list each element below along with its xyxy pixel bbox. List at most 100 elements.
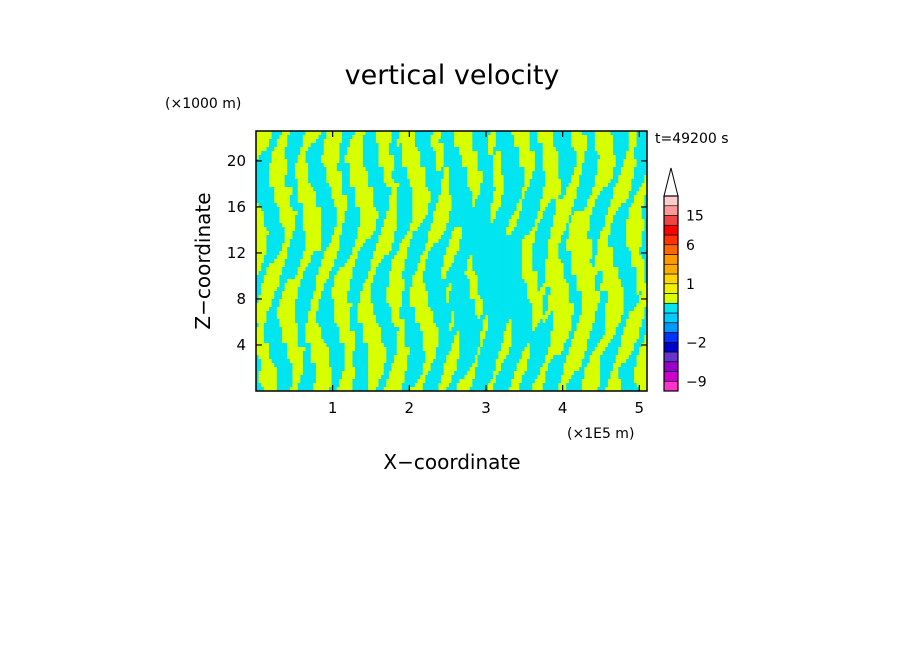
field-cell — [289, 339, 293, 344]
field-cell — [365, 275, 369, 280]
field-cell — [383, 295, 387, 300]
field-cell — [331, 159, 335, 164]
field-cell — [344, 271, 348, 276]
field-cell — [454, 195, 458, 200]
field-cell — [388, 331, 392, 336]
field-cell — [404, 147, 408, 152]
field-cell — [441, 243, 445, 248]
field-cell — [375, 159, 379, 164]
field-cell — [334, 135, 338, 140]
field-cell — [315, 231, 319, 236]
field-cell — [420, 287, 424, 292]
field-cell — [368, 207, 372, 212]
field-cell — [412, 183, 416, 188]
field-cell — [276, 183, 280, 188]
field-cell — [373, 243, 377, 248]
field-cell — [300, 147, 304, 152]
field-cell — [349, 239, 353, 244]
field-cell — [355, 147, 359, 152]
field-cell — [292, 171, 296, 176]
field-cell — [271, 187, 275, 192]
field-cell — [334, 291, 338, 296]
field-cell — [381, 335, 385, 340]
field-cell — [269, 355, 273, 360]
field-cell — [326, 219, 330, 224]
field-cell — [352, 375, 356, 380]
field-cell — [396, 243, 400, 248]
field-cell — [451, 271, 455, 276]
field-cell — [284, 267, 288, 272]
field-cell — [334, 287, 338, 292]
field-cell — [425, 363, 429, 368]
field-cell — [373, 195, 377, 200]
field-cell — [430, 155, 434, 160]
field-cell — [394, 271, 398, 276]
field-cell — [279, 247, 283, 252]
field-cell — [430, 347, 434, 352]
field-cell — [368, 267, 372, 272]
field-cell — [266, 307, 270, 312]
field-cell — [383, 291, 387, 296]
field-cell — [373, 279, 377, 284]
field-cell — [323, 355, 327, 360]
field-cell — [297, 243, 301, 248]
field-cell — [420, 195, 424, 200]
field-cell — [295, 199, 299, 204]
field-cell — [375, 163, 379, 168]
field-cell — [396, 215, 400, 220]
field-cell — [282, 343, 286, 348]
field-cell — [276, 187, 280, 192]
field-cell — [420, 371, 424, 376]
field-cell — [295, 223, 299, 228]
field-cell — [347, 375, 351, 380]
field-cell — [404, 243, 408, 248]
field-cell — [415, 179, 419, 184]
field-cell — [284, 159, 288, 164]
field-cell — [347, 243, 351, 248]
field-cell — [305, 227, 309, 232]
field-cell — [297, 211, 301, 216]
field-cell — [430, 227, 434, 232]
field-cell — [276, 179, 280, 184]
field-cell — [308, 263, 312, 268]
field-cell — [331, 375, 335, 380]
field-cell — [454, 307, 458, 312]
field-cell — [321, 287, 325, 292]
field-cell — [282, 147, 286, 152]
field-cell — [336, 251, 340, 256]
field-cell — [373, 175, 377, 180]
field-cell — [326, 367, 330, 372]
field-cell — [326, 247, 330, 252]
field-cell — [302, 223, 306, 228]
field-cell — [448, 359, 452, 364]
field-cell — [342, 347, 346, 352]
field-cell — [415, 151, 419, 156]
field-cell — [399, 267, 403, 272]
field-cell — [289, 271, 293, 276]
field-cell — [269, 351, 273, 356]
field-cell — [331, 143, 335, 148]
field-cell — [297, 259, 301, 264]
field-cell — [310, 159, 314, 164]
field-cell — [347, 379, 351, 384]
field-cell — [328, 171, 332, 176]
field-cell — [370, 299, 374, 304]
field-cell — [326, 267, 330, 272]
field-cell — [282, 195, 286, 200]
field-cell — [342, 375, 346, 380]
field-cell — [443, 215, 447, 220]
field-cell — [313, 239, 317, 244]
field-cell — [407, 155, 411, 160]
field-cell — [409, 383, 413, 388]
field-cell — [323, 271, 327, 276]
field-cell — [315, 167, 319, 172]
field-cell — [401, 343, 405, 348]
field-cell — [365, 339, 369, 344]
field-cell — [315, 219, 319, 224]
field-cell — [331, 271, 335, 276]
field-cell — [378, 371, 382, 376]
field-cell — [292, 131, 296, 136]
field-cell — [336, 327, 340, 332]
field-cell — [404, 379, 408, 384]
field-cell — [282, 239, 286, 244]
